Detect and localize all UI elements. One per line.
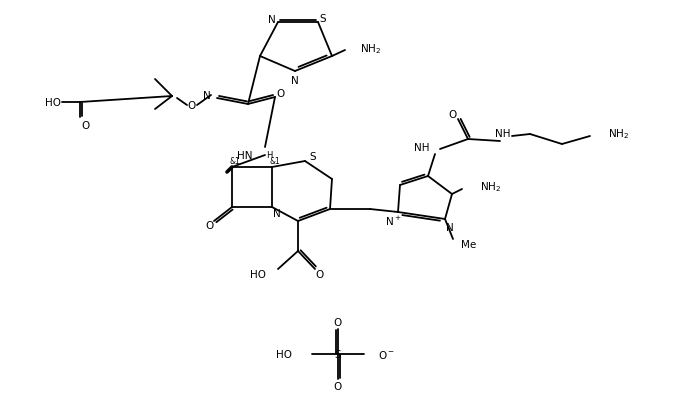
Text: O: O	[188, 101, 196, 111]
Text: N: N	[273, 209, 281, 218]
Text: S: S	[320, 14, 326, 24]
Text: &1: &1	[230, 157, 240, 166]
Text: H: H	[266, 151, 272, 160]
Text: Me: Me	[461, 239, 476, 249]
Text: S: S	[310, 152, 316, 162]
Text: N: N	[203, 91, 211, 101]
Text: NH$_2$: NH$_2$	[360, 42, 381, 56]
Text: HN: HN	[237, 151, 253, 161]
Text: HO: HO	[276, 349, 292, 359]
Text: NH: NH	[496, 129, 511, 139]
Text: NH$_2$: NH$_2$	[608, 127, 629, 141]
Text: HO: HO	[45, 98, 61, 108]
Text: O: O	[81, 121, 89, 131]
Text: N: N	[268, 15, 276, 25]
Text: O: O	[205, 220, 213, 230]
Text: N: N	[291, 76, 299, 86]
Text: N$^+$: N$^+$	[384, 214, 401, 227]
Text: O: O	[277, 89, 285, 99]
Text: &1: &1	[270, 157, 280, 166]
Text: NH$_2$: NH$_2$	[480, 180, 501, 193]
Text: NH: NH	[414, 143, 430, 153]
Text: N: N	[446, 222, 454, 232]
Text: O: O	[449, 110, 457, 120]
Text: O$^-$: O$^-$	[378, 348, 395, 360]
Text: O: O	[334, 381, 342, 391]
Text: O: O	[316, 270, 324, 279]
Text: S: S	[335, 349, 341, 359]
Text: O: O	[334, 317, 342, 327]
Text: HO: HO	[250, 270, 266, 279]
